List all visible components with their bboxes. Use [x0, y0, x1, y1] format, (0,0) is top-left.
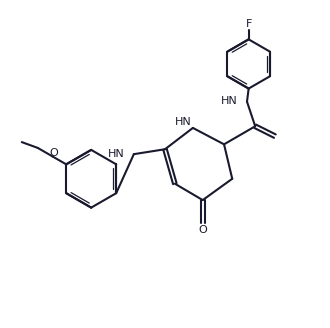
Text: HN: HN [221, 96, 238, 106]
Text: F: F [246, 19, 252, 29]
Text: HN: HN [108, 149, 125, 158]
Text: O: O [198, 225, 207, 235]
Text: HN: HN [175, 117, 191, 127]
Text: O: O [50, 148, 59, 158]
